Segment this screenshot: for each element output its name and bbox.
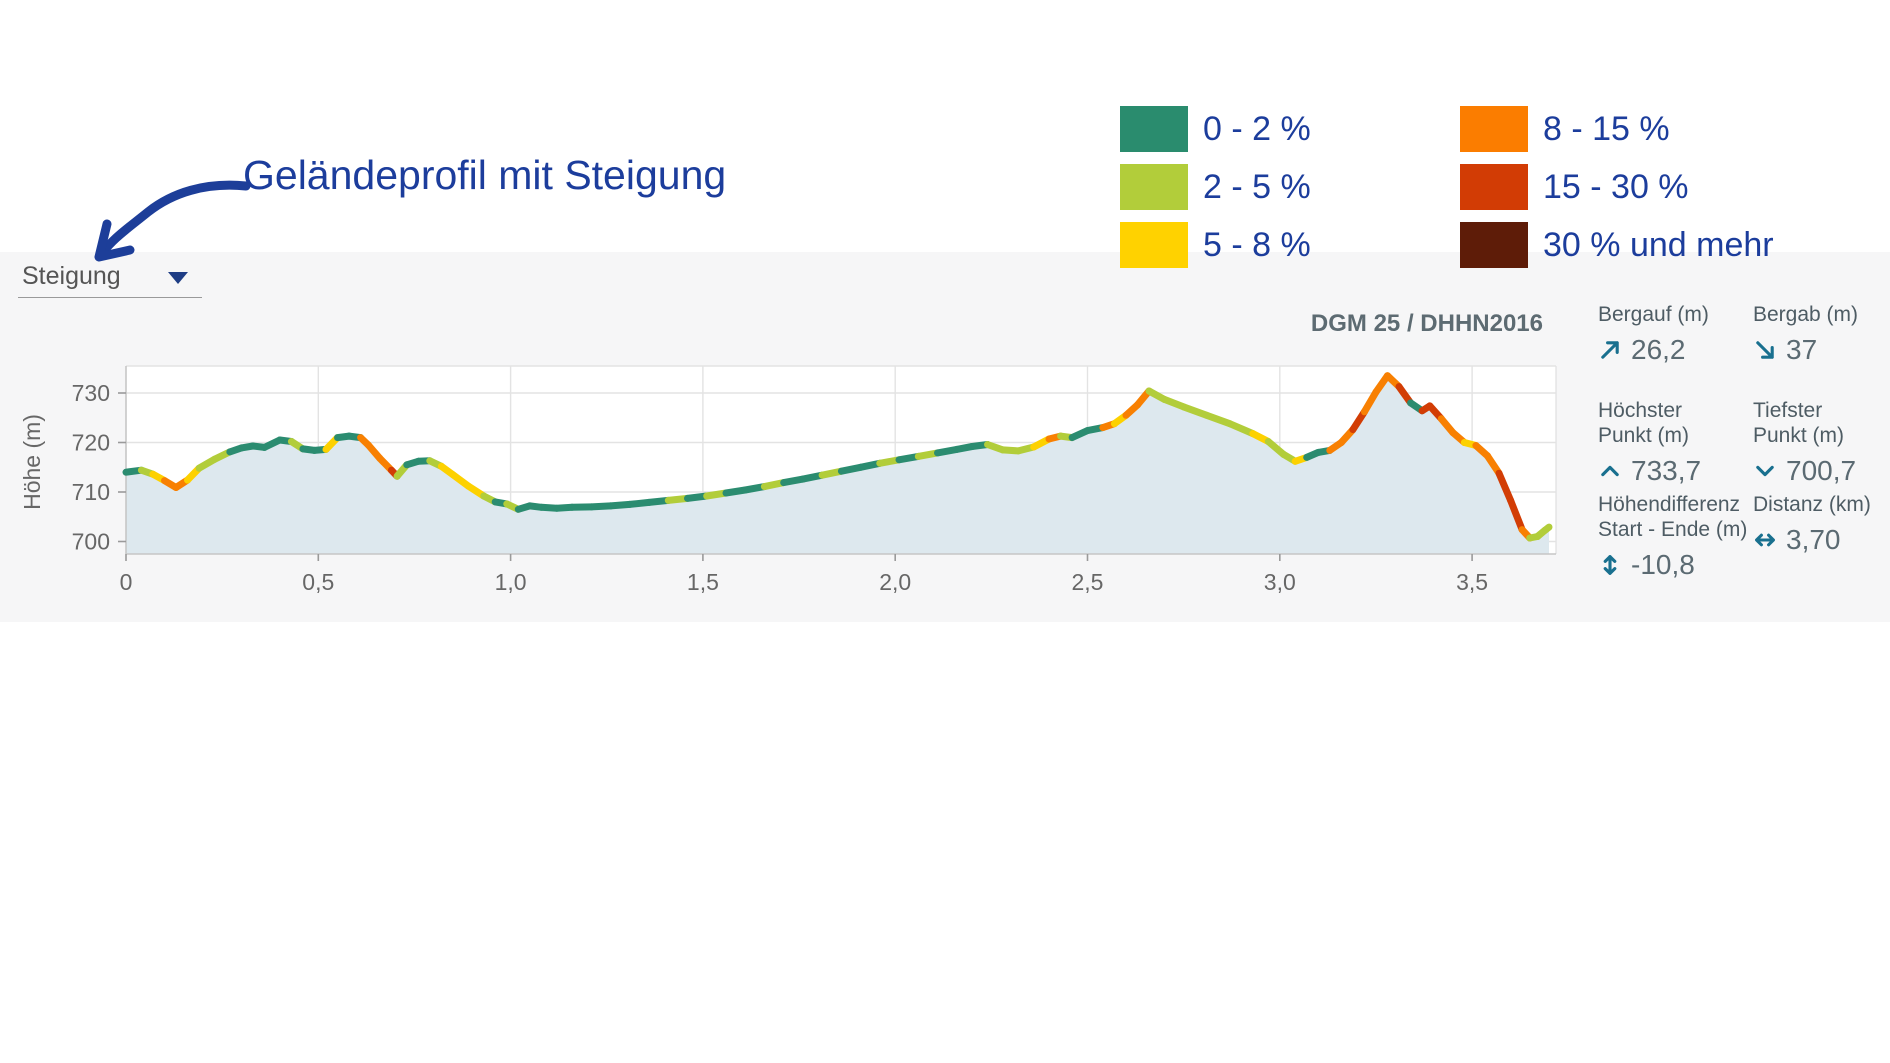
stat-label: Distanz (km) [1753, 493, 1871, 516]
y-axis-tick-label: 700 [72, 529, 110, 555]
x-axis-tick-label: 1,5 [687, 569, 719, 595]
stat-label: Punkt (m) [1753, 424, 1845, 447]
stat-label: Punkt (m) [1598, 424, 1690, 447]
stat-label: Bergauf (m) [1598, 303, 1709, 326]
stat-label: Start - Ende (m) [1598, 518, 1748, 541]
stat-value: 3,70 [1786, 524, 1841, 555]
arrow-vertical-icon [1598, 553, 1622, 577]
x-axis-tick-label: 2,0 [879, 569, 911, 595]
legend-item: 15 - 30 % [1460, 164, 1774, 210]
stat-value: 37 [1786, 334, 1818, 365]
stat-bergab: Bergab (m) 37 [1753, 302, 1858, 366]
legend-label: 2 - 5 % [1203, 167, 1311, 206]
stat-value: 700,7 [1786, 455, 1857, 486]
stat-tiefster-punkt: Tiefster Punkt (m) 700,7 [1753, 398, 1856, 487]
stat-value: 26,2 [1631, 334, 1686, 365]
source-label: DGM 25 / DHHN2016 [1310, 310, 1543, 337]
elevation-profile-segment [1507, 496, 1526, 534]
elevation-profile-segment [1360, 388, 1380, 416]
legend-item: 8 - 15 % [1460, 106, 1774, 152]
y-axis-tick-label: 730 [72, 380, 110, 406]
x-axis-tick-label: 3,0 [1264, 569, 1296, 595]
elevation-profile-segment [1203, 411, 1234, 428]
legend-swatch [1460, 106, 1528, 152]
stat-label: Tiefster [1753, 399, 1823, 422]
stat-value: 733,7 [1631, 455, 1702, 486]
legend-item: 0 - 2 % [1120, 106, 1460, 152]
x-axis-tick-label: 1,0 [495, 569, 527, 595]
x-axis-tick-label: 0 [120, 569, 133, 595]
stat-distanz: Distanz (km) 3,70 [1753, 492, 1871, 556]
legend-label: 8 - 15 % [1543, 109, 1670, 148]
elevation-profile-segment [1349, 408, 1368, 434]
stat-hoehendifferenz: Höhendifferenz Start - Ende (m) -10,8 [1598, 492, 1747, 581]
legend-swatch [1120, 106, 1188, 152]
stat-label: Bergab (m) [1753, 303, 1859, 326]
legend-swatch [1460, 222, 1528, 268]
stat-label: Höhendifferenz [1598, 493, 1741, 516]
slope-dropdown[interactable]: Steigung [18, 258, 202, 298]
chevron-down-icon[interactable] [168, 272, 188, 284]
slope-legend: 0 - 2 % 2 - 5 % 5 - 8 % 8 - 15 % 15 - 30… [1120, 106, 1774, 280]
y-axis-tick-label: 710 [72, 479, 110, 505]
stat-hoechster-punkt: Höchster Punkt (m) 733,7 [1598, 398, 1701, 487]
stat-value: -10,8 [1631, 549, 1695, 580]
chevron-up-icon [1598, 459, 1622, 483]
x-axis-tick-label: 2,5 [1072, 569, 1104, 595]
annotation-title: Geländeprofil mit Steigung [243, 152, 727, 198]
legend-item: 2 - 5 % [1120, 164, 1460, 210]
y-axis-title: Höhe (m) [19, 414, 45, 510]
arrow-down-right-icon [1753, 338, 1777, 362]
elevation-profile-segment [1541, 523, 1553, 534]
legend-label: 5 - 8 % [1203, 225, 1311, 264]
arrow-horizontal-icon [1753, 528, 1777, 552]
elevation-profile-segment [1495, 469, 1515, 504]
legend-item: 5 - 8 % [1120, 222, 1460, 268]
elevation-profile-segment [1226, 420, 1257, 438]
stat-label: Höchster [1598, 399, 1683, 422]
legend-swatch [1120, 222, 1188, 268]
elevation-profile-segment [1180, 403, 1211, 419]
x-axis-tick-label: 3,5 [1456, 569, 1488, 595]
y-axis-tick-label: 720 [72, 430, 110, 456]
legend-label: 30 % und mehr [1543, 225, 1774, 264]
legend-label: 0 - 2 % [1203, 109, 1311, 148]
legend-item: 30 % und mehr [1460, 222, 1774, 268]
chevron-down-icon [1753, 459, 1777, 483]
slope-dropdown-label: Steigung [22, 262, 121, 290]
stat-bergauf: Bergauf (m) 26,2 [1598, 302, 1709, 366]
x-axis-tick-label: 0,5 [302, 569, 334, 595]
legend-swatch [1460, 164, 1528, 210]
arrow-up-right-icon [1598, 338, 1622, 362]
legend-swatch [1120, 164, 1188, 210]
elevation-area-fill [126, 375, 1549, 554]
legend-label: 15 - 30 % [1543, 167, 1689, 206]
